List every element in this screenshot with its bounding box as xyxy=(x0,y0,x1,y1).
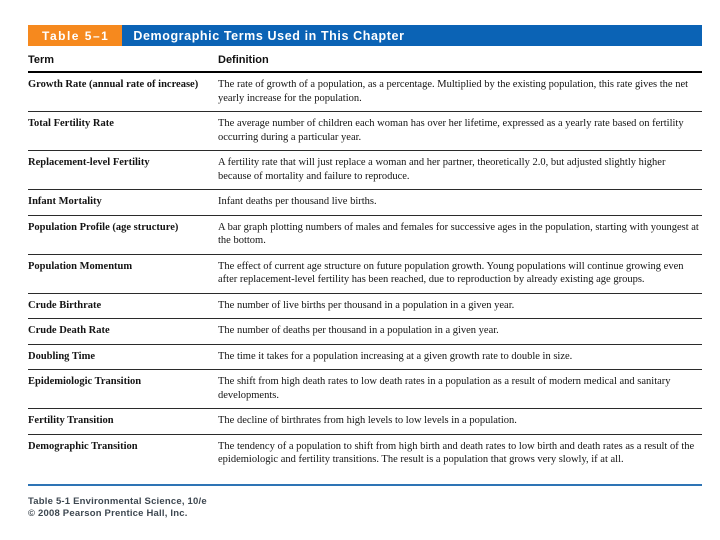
definition-cell: The number of live births per thousand i… xyxy=(218,299,515,311)
definition-cell: The number of deaths per thousand in a p… xyxy=(218,325,499,336)
table-row: Fertility Transition The decline of birt… xyxy=(28,409,702,435)
source-citation: Table 5-1 Environmental Science, 10/e xyxy=(28,495,207,507)
term-cell: Demographic Transition xyxy=(28,440,138,452)
term-cell: Fertility Transition xyxy=(28,415,114,426)
table-body: Growth Rate (annual rate of increase) Th… xyxy=(28,73,702,473)
table-header-bar: Table 5–1 Demographic Terms Used in This… xyxy=(28,25,702,46)
term-cell: Doubling Time xyxy=(28,350,96,362)
table-number-label: Table 5–1 xyxy=(28,25,123,46)
term-cell: Population Momentum xyxy=(28,260,133,272)
table-row: Infant Mortality Infant deaths per thous… xyxy=(28,190,702,216)
term-cell: Total Fertility Rate xyxy=(28,118,114,129)
definition-cell: A bar graph plotting numbers of males an… xyxy=(218,221,699,247)
table-row: Replacement-level Fertility A fertility … xyxy=(28,151,702,190)
column-header-definition: Definition xyxy=(218,54,269,66)
definition-cell: The time it takes for a population incre… xyxy=(218,350,573,362)
table-row: Demographic Transition The tendency of a… xyxy=(28,435,702,473)
table-row: Total Fertility Rate The average number … xyxy=(28,112,702,151)
demographic-terms-table: Table 5–1 Demographic Terms Used in This… xyxy=(28,25,702,521)
table-title: Demographic Terms Used in This Chapter xyxy=(122,25,702,46)
table-row: Epidemiologic Transition The shift from … xyxy=(28,370,702,409)
table-row: Crude Death Rate The number of deaths pe… xyxy=(28,319,702,345)
definition-cell: Infant deaths per thousand live births. xyxy=(218,196,377,207)
definition-cell: The tendency of a population to shift fr… xyxy=(218,440,695,466)
definition-cell: The effect of current age structure on f… xyxy=(218,260,684,286)
term-cell: Epidemiologic Transition xyxy=(28,376,142,387)
table-row: Crude Birthrate The number of live birth… xyxy=(28,294,702,319)
table-row: Doubling Time The time it takes for a po… xyxy=(28,345,702,370)
definition-cell: The rate of growth of a population, as a… xyxy=(218,79,689,104)
term-cell: Population Profile (age structure) xyxy=(28,221,179,233)
term-cell: Crude Death Rate xyxy=(28,325,110,336)
term-cell: Growth Rate (annual rate of increase) xyxy=(28,79,199,90)
column-header-term: Term xyxy=(28,54,55,66)
definition-cell: A fertility rate that will just replace … xyxy=(218,157,666,182)
copyright-notice: © 2008 Pearson Prentice Hall, Inc. xyxy=(28,508,188,519)
term-cell: Replacement-level Fertility xyxy=(28,157,150,168)
definition-cell: The shift from high death rates to low d… xyxy=(218,376,671,401)
definition-cell: The decline of birthrates from high leve… xyxy=(218,415,517,426)
table-row: Population Profile (age structure) A bar… xyxy=(28,216,702,255)
table-footer: Table 5-1 Environmental Science, 10/e © … xyxy=(28,483,702,521)
definition-cell: The average number of children each woma… xyxy=(218,118,684,143)
column-headers: Term Definition xyxy=(28,46,702,73)
table-row: Growth Rate (annual rate of increase) Th… xyxy=(28,73,702,112)
term-cell: Crude Birthrate xyxy=(28,299,102,311)
term-cell: Infant Mortality xyxy=(28,196,102,207)
table-row: Population Momentum The effect of curren… xyxy=(28,255,702,294)
